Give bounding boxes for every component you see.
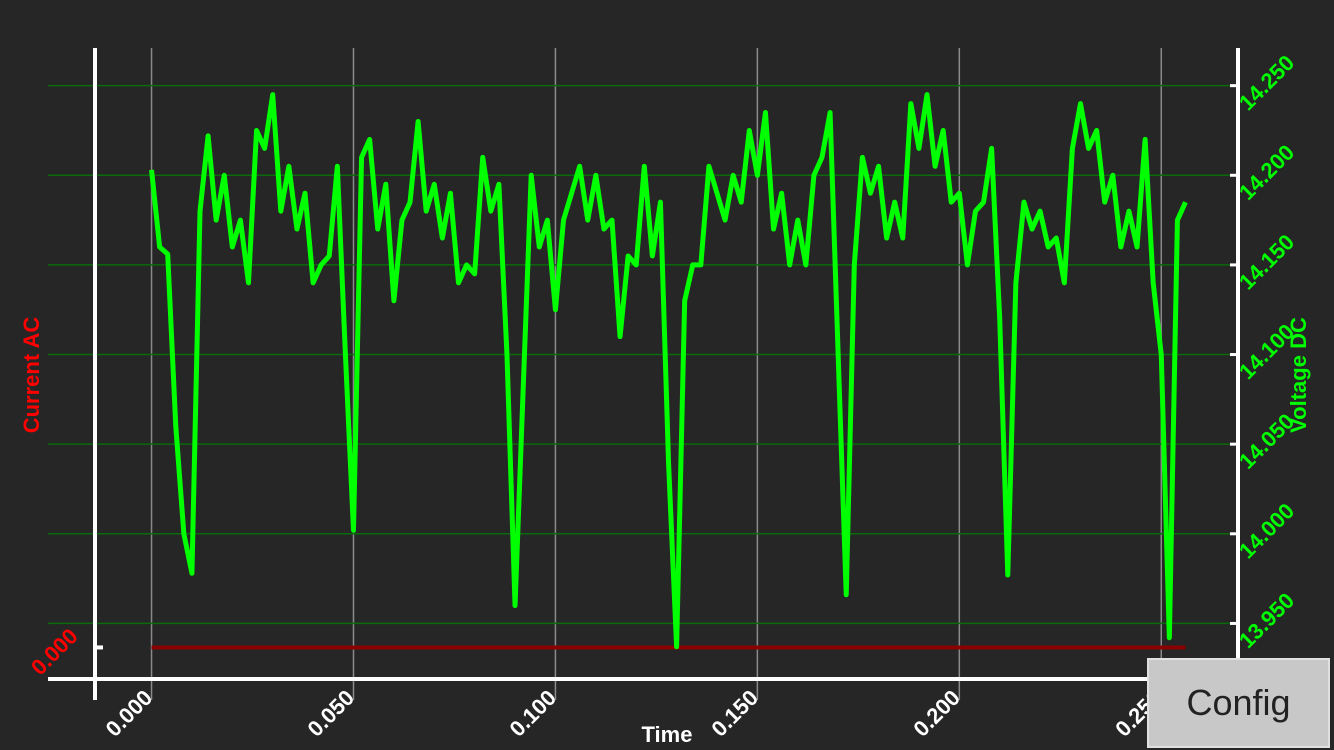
y2-tick-label: 13.950 <box>1234 588 1299 653</box>
data-line <box>149 92 1188 650</box>
x-tick-label: 0.050 <box>303 685 360 742</box>
y-tick-label: 0.000 <box>26 623 83 680</box>
x-tick-label: 0.200 <box>908 685 965 742</box>
config-button[interactable]: Config <box>1147 658 1330 748</box>
x-tick-label: 0.000 <box>101 685 158 742</box>
y2-tick-label: 14.200 <box>1234 140 1299 205</box>
y2-axis-label: Voltage DC <box>1286 317 1311 433</box>
y2-tick-label: 14.000 <box>1234 498 1299 563</box>
x-tick-label: 0.150 <box>706 685 763 742</box>
x-axis-label: Time <box>642 722 693 747</box>
y2-tick-label: 14.050 <box>1234 409 1299 474</box>
y2-tick-label: 14.250 <box>1234 50 1299 115</box>
y2-tick-label: 14.150 <box>1234 229 1299 294</box>
y-axis-label: Current AC <box>19 317 44 434</box>
x-tick-label: 0.100 <box>504 685 561 742</box>
